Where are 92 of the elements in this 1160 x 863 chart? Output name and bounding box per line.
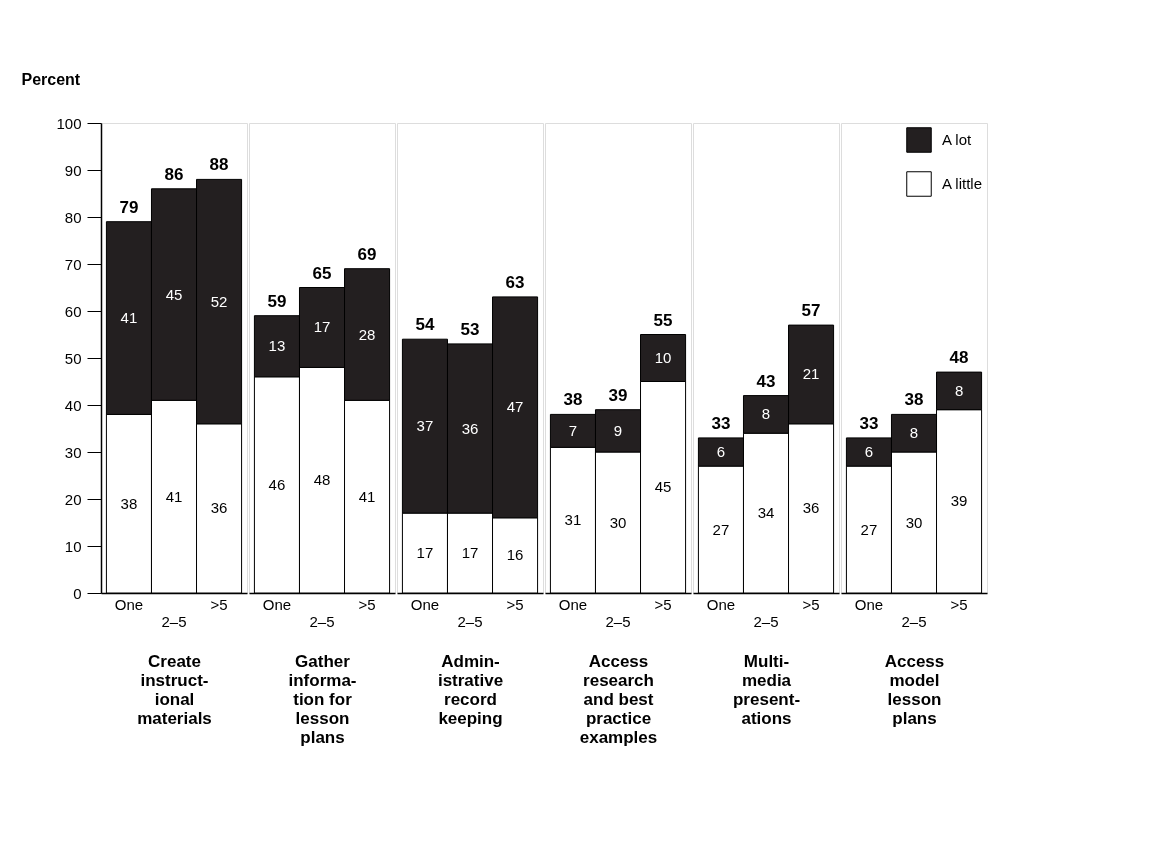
- total-label: 38: [563, 390, 583, 410]
- x-axis-title: Create instruct- ional materials: [137, 651, 212, 728]
- y-axis-title: Percent: [21, 70, 81, 88]
- data-label: 46: [268, 475, 286, 493]
- data-label: 7: [568, 421, 578, 439]
- data-label: 45: [654, 478, 672, 496]
- total-label: 57: [801, 301, 821, 321]
- total-label: 65: [312, 263, 332, 283]
- data-label: 6: [864, 443, 874, 460]
- legend-label: A lot: [942, 131, 973, 148]
- data-label: 8: [954, 381, 964, 399]
- x-tick-label: 2–5: [457, 612, 483, 630]
- x-tick-label: One: [114, 595, 144, 613]
- x-tick-label: 2–5: [753, 612, 779, 630]
- data-label: 39: [950, 492, 968, 510]
- x-tick-label: >5: [358, 595, 376, 613]
- x-tick-label: One: [410, 595, 440, 613]
- y-tick-label: 80: [64, 208, 82, 226]
- data-label: 17: [461, 544, 479, 562]
- x-tick-label: One: [262, 595, 292, 613]
- x-tick-label: >5: [802, 595, 820, 613]
- x-axis-title: Access model lesson plans: [884, 651, 945, 728]
- data-label: 34: [757, 504, 775, 522]
- y-tick-label: 50: [64, 349, 82, 367]
- x-tick-label: One: [706, 595, 736, 613]
- data-label: 41: [120, 309, 138, 327]
- x-axis-title: Access research and best practice examples: [579, 651, 658, 747]
- y-tick-label: 40: [64, 396, 82, 414]
- total-label: 48: [949, 348, 969, 368]
- data-label: 36: [210, 499, 228, 517]
- x-tick-label: One: [854, 595, 884, 613]
- y-tick-label: 100: [56, 114, 82, 132]
- data-label: 45: [165, 285, 183, 303]
- total-label: 55: [653, 310, 673, 330]
- x-tick-label: >5: [506, 595, 524, 613]
- data-label: 8: [909, 424, 919, 442]
- data-label: 30: [609, 513, 627, 531]
- y-tick-label: 60: [64, 302, 82, 320]
- data-label: 37: [416, 417, 434, 435]
- y-tick-label: 0: [73, 584, 82, 602]
- data-label: 9: [613, 421, 623, 439]
- data-label: 13: [268, 337, 286, 355]
- data-label: 47: [506, 398, 524, 416]
- x-tick-label: >5: [950, 595, 968, 613]
- x-tick-label: One: [558, 595, 588, 613]
- data-label: 28: [358, 325, 376, 343]
- data-label: 38: [120, 494, 138, 512]
- total-label: 63: [505, 272, 525, 292]
- total-label: 38: [904, 390, 924, 410]
- data-label: 31: [564, 511, 582, 529]
- total-label: 79: [119, 197, 139, 217]
- data-label: 10: [654, 349, 672, 366]
- data-label: 17: [313, 318, 331, 336]
- y-tick-label: 30: [64, 443, 82, 461]
- total-label: 54: [415, 315, 435, 335]
- data-label: 8: [761, 405, 771, 423]
- x-tick-label: >5: [210, 595, 228, 613]
- total-label: 39: [608, 385, 628, 405]
- total-label: 33: [711, 413, 731, 433]
- data-label: 41: [358, 487, 376, 505]
- x-tick-label: 2–5: [309, 612, 335, 630]
- data-label: 52: [210, 292, 228, 310]
- data-label: 30: [905, 513, 923, 531]
- data-label: 36: [802, 499, 820, 517]
- data-label: 17: [416, 544, 434, 562]
- y-tick-label: 10: [64, 537, 82, 555]
- y-tick-label: 70: [64, 255, 82, 273]
- y-tick-label: 90: [64, 161, 82, 179]
- data-label: 27: [712, 520, 730, 538]
- data-label: 6: [716, 443, 726, 460]
- data-label: 16: [506, 546, 524, 564]
- x-tick-label: 2–5: [901, 612, 927, 630]
- legend-label: A little: [942, 175, 983, 192]
- total-label: 69: [357, 244, 377, 264]
- data-label: 36: [461, 419, 479, 437]
- x-tick-label: >5: [654, 595, 672, 613]
- total-label: 88: [209, 155, 229, 175]
- y-tick-label: 20: [64, 490, 82, 508]
- x-tick-label: 2–5: [605, 612, 631, 630]
- x-tick-label: 2–5: [161, 612, 187, 630]
- total-label: 53: [460, 319, 480, 339]
- x-axis-title: Admin- istrative record keeping: [437, 651, 504, 728]
- data-label: 48: [313, 471, 331, 489]
- data-label: 27: [860, 520, 878, 538]
- data-label: 41: [165, 487, 183, 505]
- x-axis-title: Multi- media present- ations: [732, 651, 801, 728]
- x-axis-title: Gather informa- tion for lesson plans: [288, 651, 357, 747]
- total-label: 86: [164, 164, 184, 184]
- total-label: 59: [267, 291, 287, 311]
- data-label: 21: [802, 365, 820, 383]
- total-label: 43: [756, 371, 776, 391]
- total-label: 33: [859, 413, 879, 433]
